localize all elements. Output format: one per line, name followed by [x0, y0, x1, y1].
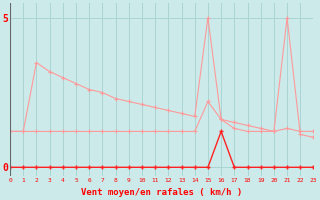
X-axis label: Vent moyen/en rafales ( km/h ): Vent moyen/en rafales ( km/h ) [81, 188, 242, 197]
